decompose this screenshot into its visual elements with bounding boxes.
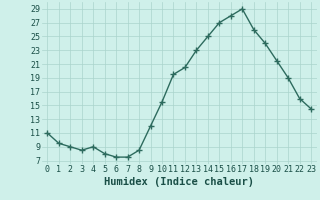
X-axis label: Humidex (Indice chaleur): Humidex (Indice chaleur) <box>104 177 254 187</box>
